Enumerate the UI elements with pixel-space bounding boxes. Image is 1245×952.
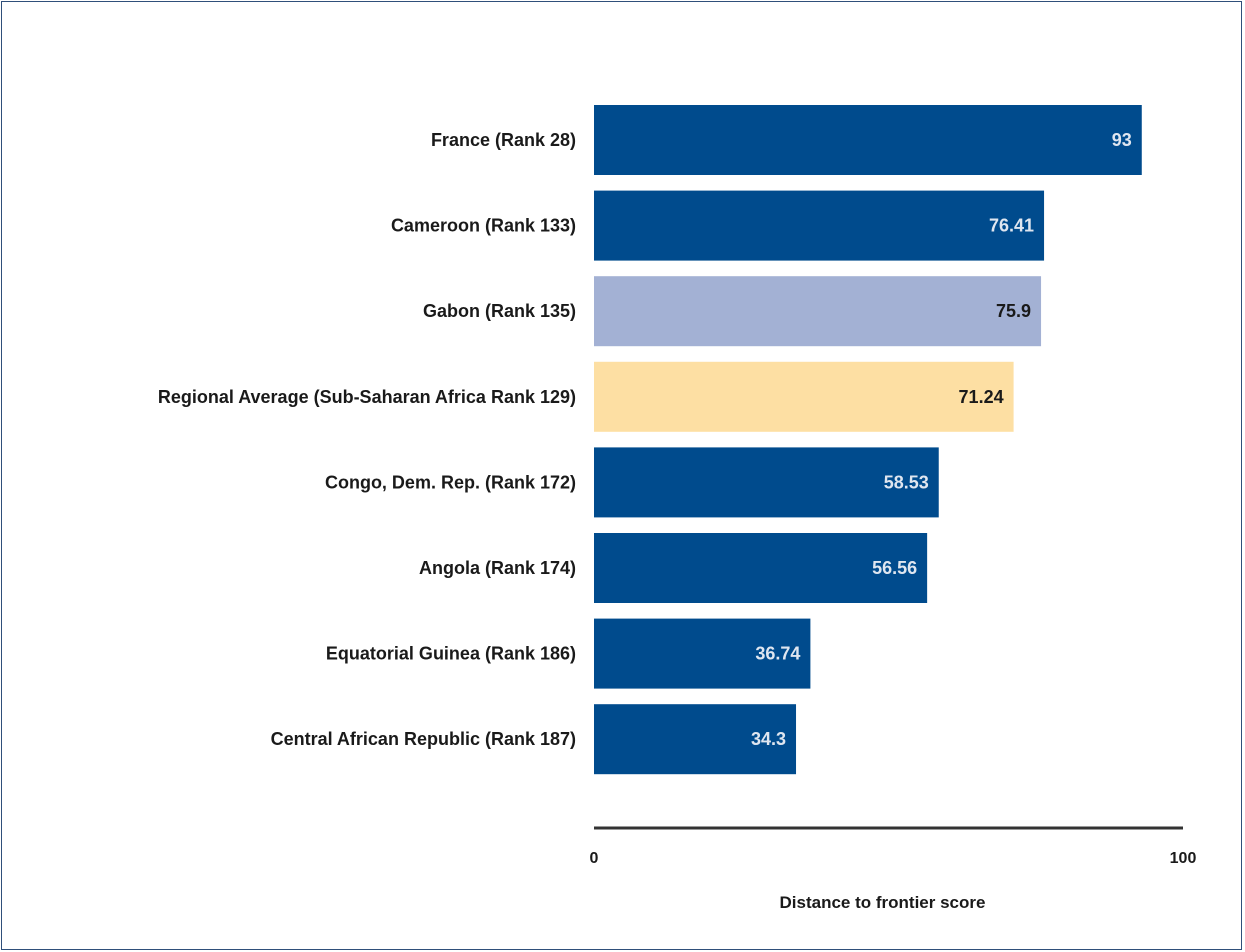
category-label-1: Cameroon (Rank 133) — [391, 216, 576, 236]
bar-4 — [594, 447, 939, 518]
bar-5 — [594, 533, 928, 603]
category-label-3: Regional Average (Sub-Saharan Africa Ran… — [158, 387, 576, 407]
bar-value-label-3: 71.24 — [959, 387, 1004, 407]
category-label-6: Equatorial Guinea (Rank 186) — [326, 644, 576, 664]
bar-value-label-1: 76.41 — [989, 216, 1034, 236]
bar-3 — [594, 361, 1014, 432]
category-labels-layer: France (Rank 28) Cameroon (Rank 133) Gabon… — [158, 130, 576, 749]
bar-value-label-5: 56.56 — [872, 558, 917, 578]
x-tick-label-max: 100 — [1170, 850, 1197, 867]
bar-1 — [594, 190, 1045, 261]
bar-value-label-4: 58.53 — [884, 472, 929, 492]
bar-value-label-2: 75.9 — [996, 301, 1031, 321]
bar-7 — [594, 704, 797, 775]
bar-value-label-0: 93 — [1112, 130, 1132, 150]
x-axis-title: Distance to frontier score — [780, 893, 986, 912]
bar-2 — [594, 276, 1042, 347]
category-label-5: Angola (Rank 174) — [419, 558, 576, 578]
category-label-7: Central African Republic (Rank 187) — [271, 729, 576, 749]
bar-value-label-7: 34.3 — [751, 729, 786, 749]
bar-0 — [594, 105, 1142, 175]
bar-value-label-6: 36.74 — [755, 644, 800, 664]
bar-6 — [594, 618, 811, 689]
bars-layer: 93 76.41 75.9 71.24 58.53 56.56 36.74 34.3 — [594, 105, 1142, 775]
category-label-2: Gabon (Rank 135) — [423, 301, 576, 321]
category-label-4: Congo, Dem. Rep. (Rank 172) — [325, 472, 576, 492]
category-label-0: France (Rank 28) — [431, 130, 576, 150]
x-tick-label-min: 0 — [590, 850, 599, 867]
